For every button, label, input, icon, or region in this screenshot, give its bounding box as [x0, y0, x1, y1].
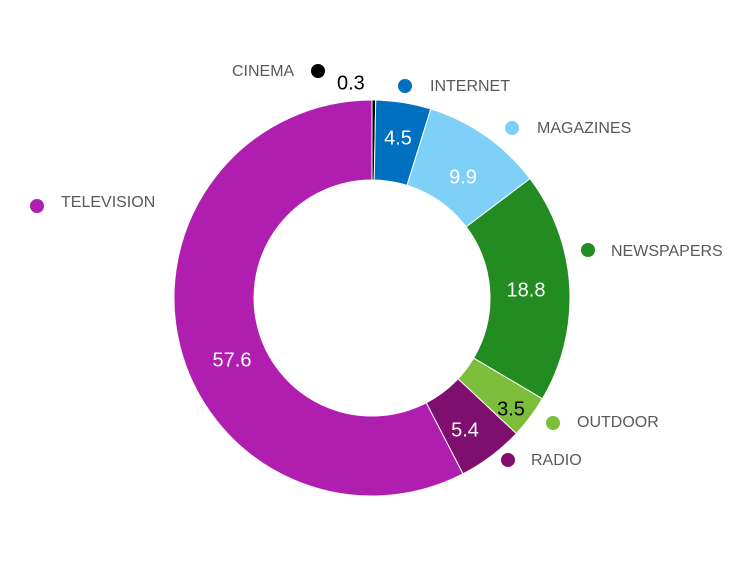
legend-label-radio: RADIO	[531, 452, 582, 469]
value-label-television: 57.6	[213, 349, 252, 371]
legend-marker-outdoor	[546, 416, 560, 430]
chart-slices	[173, 99, 571, 497]
value-label-newspapers: 18.8	[507, 279, 546, 301]
legend-label-newspapers: NEWSPAPERS	[611, 243, 723, 260]
value-label-internet: 4.5	[384, 127, 412, 149]
legend-marker-newspapers	[581, 243, 595, 257]
legend-label-internet: INTERNET	[430, 78, 510, 95]
legend-marker-internet	[398, 79, 412, 93]
value-label-radio: 5.4	[451, 419, 479, 441]
legend-marker-radio	[501, 453, 515, 467]
legend-marker-magazines	[505, 121, 519, 135]
value-label-magazines: 9.9	[449, 166, 477, 188]
legend-label-magazines: MAGAZINES	[537, 120, 631, 137]
legend-label-television: TELEVISION	[61, 194, 155, 211]
legend-label-outdoor: OUTDOOR	[577, 414, 659, 431]
chart-value-labels: 0.3 4.5 9.9 18.8 3.5 5.4 57.6	[213, 72, 546, 441]
chart-legend: CINEMA INTERNET MAGAZINES NEWSPAPERS OUTDOOR…	[30, 63, 723, 469]
legend-marker-cinema	[311, 64, 325, 78]
value-label-cinema: 0.3	[337, 72, 365, 94]
legend-marker-television	[30, 199, 44, 213]
slice-television	[173, 99, 464, 497]
legend-label-cinema: CINEMA	[232, 63, 295, 80]
value-label-outdoor: 3.5	[497, 398, 525, 420]
